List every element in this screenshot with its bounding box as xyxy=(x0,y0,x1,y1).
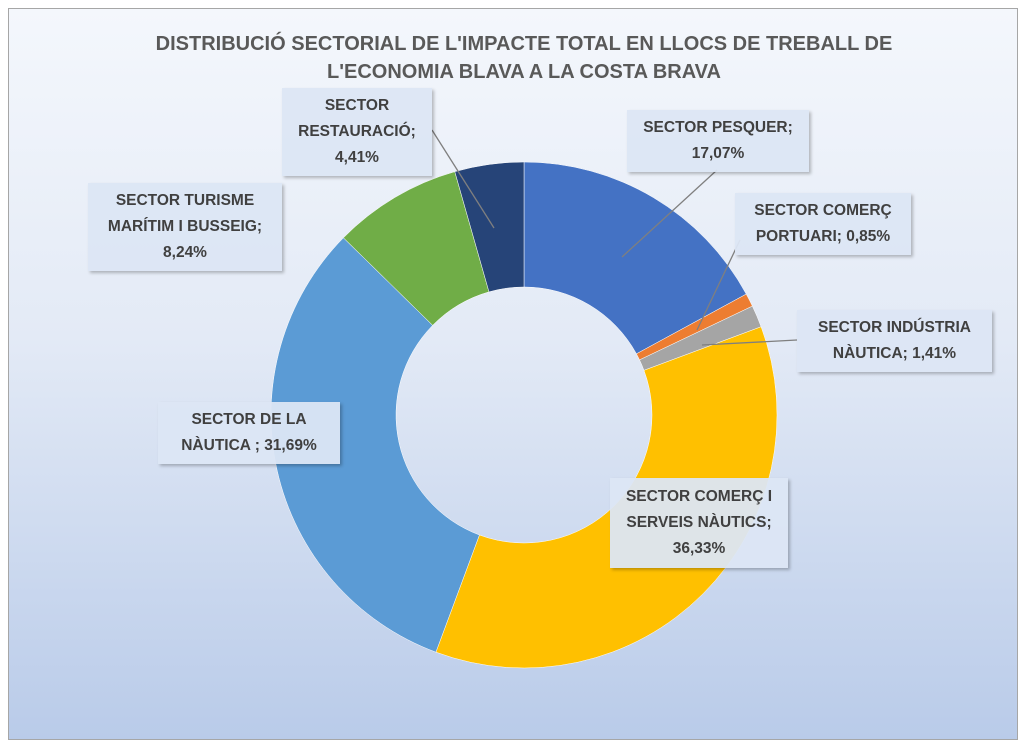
label-separator: ; xyxy=(256,218,263,235)
data-label: SECTOR COMERÇ I SERVEIS NÀUTICS; 36,33% xyxy=(610,478,788,568)
label-value: 31,69% xyxy=(264,437,317,454)
slice xyxy=(270,237,480,653)
label-text: SECTOR TURISME MARÍTIM I BUSSEIG; 8,24% xyxy=(94,188,276,266)
data-label: SECTOR COMERÇ PORTUARI; 0,85% xyxy=(735,193,911,255)
chart-title: DISTRIBUCIÓ SECTORIAL DE L'IMPACTE TOTAL… xyxy=(155,33,893,83)
label-text: SECTOR COMERÇ I SERVEIS NÀUTICS; 36,33% xyxy=(616,484,782,562)
label-text: SECTOR RESTAURACIÓ; 4,41% xyxy=(288,93,426,171)
label-category: SECTOR RESTAURACIÓ xyxy=(298,97,411,140)
label-separator: ; xyxy=(410,123,416,140)
label-separator: ; xyxy=(836,228,847,245)
label-value: 36,33% xyxy=(672,540,726,557)
label-text: SECTOR COMERÇ PORTUARI; 0,85% xyxy=(741,198,905,250)
label-separator: ; xyxy=(902,345,913,362)
leader-line xyxy=(701,339,798,346)
leader-line xyxy=(431,129,495,229)
label-category: SECTOR COMERÇ I SERVEIS NÀUTICS xyxy=(625,488,773,531)
label-separator: ; xyxy=(766,514,772,531)
label-text: SECTOR INDÚSTRIA NÀUTICA; 1,41% xyxy=(803,315,986,367)
label-text: SECTOR PESQUER; 17,07% xyxy=(633,115,803,167)
data-label: SECTOR TURISME MARÍTIM I BUSSEIG; 8,24% xyxy=(88,183,282,271)
leader-lines xyxy=(431,129,798,346)
label-separator: ; xyxy=(787,119,793,136)
label-value: 1,41% xyxy=(912,345,957,362)
label-value: 4,41% xyxy=(335,149,379,166)
label-text: SECTOR DE LA NÀUTICA ; 31,69% xyxy=(164,407,334,459)
data-label: SECTOR DE LA NÀUTICA ; 31,69% xyxy=(158,402,340,464)
data-label: SECTOR RESTAURACIÓ; 4,41% xyxy=(282,88,432,176)
label-category: SECTOR COMERÇ PORTUARI xyxy=(754,202,892,245)
label-category: SECTOR INDÚSTRIA NÀUTICA xyxy=(817,319,971,362)
slices xyxy=(270,161,778,669)
label-value: 0,85% xyxy=(846,228,891,245)
label-category: SECTOR PESQUER xyxy=(643,119,788,136)
label-category: SECTOR DE LA NÀUTICA xyxy=(181,411,307,454)
slice xyxy=(523,161,747,355)
leader-line xyxy=(696,239,741,331)
data-label: SECTOR PESQUER; 17,07% xyxy=(627,110,809,172)
data-label: SECTOR INDÚSTRIA NÀUTICA; 1,41% xyxy=(797,310,992,372)
label-value: 17,07% xyxy=(691,145,745,162)
label-separator: ; xyxy=(254,437,265,454)
leader-line xyxy=(621,169,718,258)
label-category: SECTOR TURISME MARÍTIM I BUSSEIG xyxy=(107,192,257,235)
label-value: 8,24% xyxy=(163,244,207,261)
